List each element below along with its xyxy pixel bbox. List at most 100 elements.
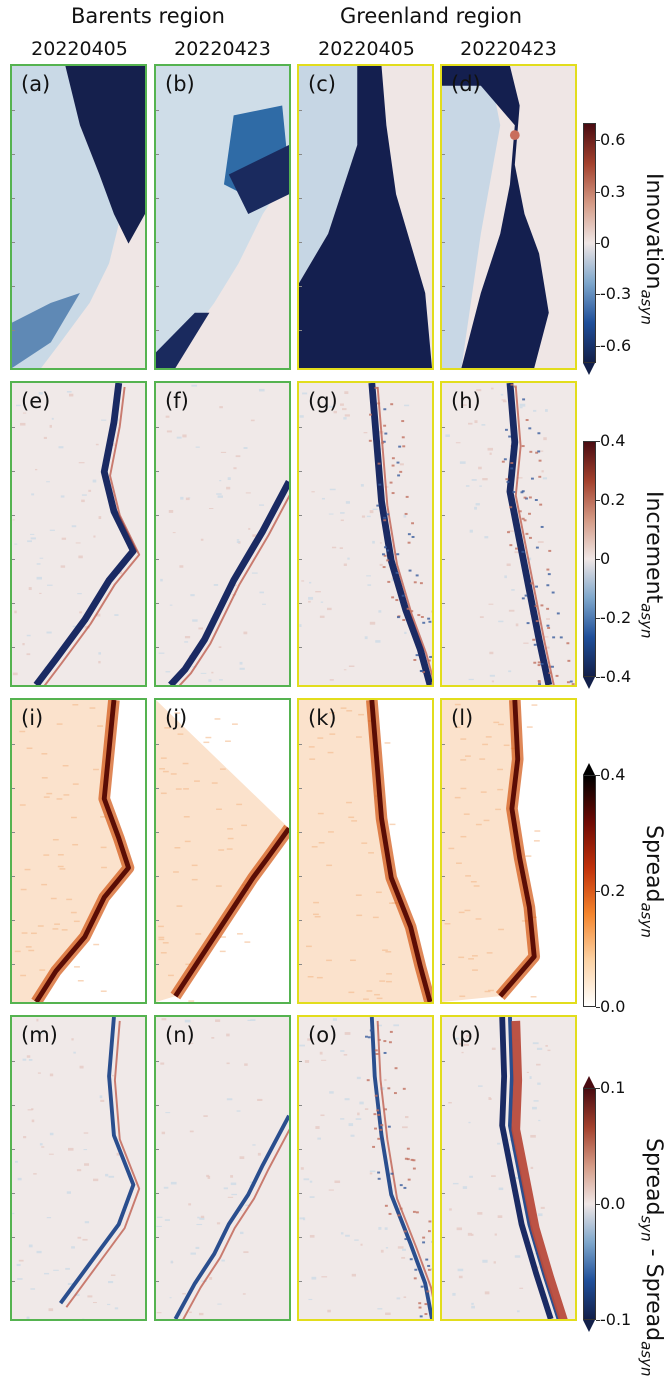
colorbar-tick-label: -0.1: [600, 1312, 631, 1328]
noise-fleck: [72, 525, 77, 527]
mixed-fleck: [429, 656, 432, 658]
mixed-fleck: [560, 636, 563, 638]
noise-fleck: [52, 418, 54, 420]
spread-fleck: [73, 783, 79, 784]
mixed-fleck: [505, 429, 508, 431]
spread-fleck: [531, 996, 537, 997]
axis-tick-mark: [299, 1061, 302, 1062]
noise-fleck: [370, 510, 374, 513]
noise-fleck: [196, 1224, 202, 1225]
axis-tick-mark: [156, 1193, 159, 1194]
noise-fleck: [190, 594, 194, 596]
mixed-fleck: [414, 581, 417, 583]
noise-fleck: [320, 1115, 324, 1117]
map-field: [156, 700, 289, 1002]
mixed-fleck: [382, 553, 385, 555]
noise-fleck: [344, 1054, 347, 1056]
mixed-fleck: [390, 482, 393, 484]
noise-fleck: [162, 1132, 165, 1135]
noise-fleck: [448, 1102, 452, 1103]
spread-fleck: [465, 755, 471, 756]
noise-fleck: [340, 1118, 344, 1120]
colorbar-tick-label: 0.0: [600, 1196, 625, 1212]
noise-fleck: [533, 410, 536, 412]
spread-fleck: [216, 809, 222, 810]
spread-fleck: [486, 736, 492, 737]
map-field: [442, 383, 575, 685]
panel-label: (k): [308, 706, 337, 730]
noise-fleck: [50, 1074, 53, 1077]
noise-fleck: [516, 623, 519, 626]
noise-fleck: [84, 1163, 89, 1166]
noise-fleck: [308, 601, 311, 603]
noise-fleck: [474, 507, 477, 510]
noise-fleck: [398, 1246, 404, 1248]
noise-fleck: [217, 1304, 221, 1305]
axis-tick-mark: [442, 603, 445, 604]
spread-fleck: [195, 933, 201, 934]
mixed-fleck: [539, 460, 542, 462]
spread-fleck: [465, 875, 471, 876]
spread-fleck: [220, 768, 226, 769]
panel-label: (e): [21, 389, 50, 413]
colorbar-tick-label: 0.2: [600, 883, 625, 899]
noise-fleck: [50, 530, 55, 531]
mixed-fleck: [524, 497, 527, 499]
mixed-fleck: [398, 446, 401, 448]
mixed-fleck: [413, 1211, 416, 1213]
mixed-fleck: [529, 451, 532, 453]
mixed-fleck: [521, 551, 524, 553]
noise-fleck: [20, 423, 25, 426]
mixed-fleck: [384, 1108, 387, 1110]
axis-tick-mark: [299, 744, 302, 745]
noise-fleck: [515, 1255, 520, 1257]
mixed-fleck: [383, 517, 386, 519]
spread-fleck: [31, 933, 37, 934]
noise-fleck: [39, 593, 41, 594]
noise-fleck: [30, 534, 34, 535]
axis-tick-mark: [299, 964, 302, 965]
axis-tick-mark: [156, 1237, 159, 1238]
noise-fleck: [219, 406, 223, 408]
noise-fleck: [334, 1181, 340, 1184]
mixed-fleck: [515, 548, 518, 550]
mixed-fleck: [420, 670, 423, 672]
noise-fleck: [489, 604, 494, 605]
mixed-fleck: [522, 398, 525, 400]
axis-tick-mark: [156, 110, 159, 111]
noise-fleck: [173, 532, 176, 533]
noise-fleck: [258, 1153, 261, 1156]
mixed-fleck: [392, 457, 395, 459]
panel-label: (p): [451, 1023, 481, 1047]
noise-fleck: [321, 602, 323, 603]
axis-tick-mark: [299, 154, 302, 155]
noise-fleck: [211, 1037, 214, 1039]
spread-fleck: [101, 867, 107, 868]
noise-fleck: [227, 1098, 233, 1100]
spread-fleck: [328, 752, 334, 753]
spread-fleck: [42, 777, 48, 778]
map-field: [299, 66, 432, 368]
noise-fleck: [100, 1100, 104, 1102]
noise-fleck: [44, 437, 47, 439]
date-col-4: 20220423: [437, 38, 580, 60]
axis-tick-mark: [442, 330, 445, 331]
mixed-fleck: [509, 506, 512, 508]
noise-fleck: [397, 1297, 401, 1299]
noise-fleck: [498, 621, 503, 623]
noise-fleck: [262, 604, 266, 605]
noise-fleck: [404, 632, 406, 634]
noise-fleck: [93, 1179, 98, 1181]
panel-label: (j): [165, 706, 187, 730]
noise-fleck: [44, 1273, 49, 1274]
mixed-fleck: [367, 1079, 370, 1081]
mixed-fleck: [422, 1241, 425, 1243]
noise-fleck: [166, 416, 170, 418]
mixed-fleck: [377, 1114, 380, 1116]
mixed-fleck: [400, 1208, 403, 1210]
axis-tick-mark: [442, 1193, 445, 1194]
axis-tick-mark: [156, 330, 159, 331]
noise-fleck: [162, 1018, 167, 1020]
mixed-fleck: [407, 1158, 410, 1160]
noise-fleck: [41, 1146, 44, 1147]
